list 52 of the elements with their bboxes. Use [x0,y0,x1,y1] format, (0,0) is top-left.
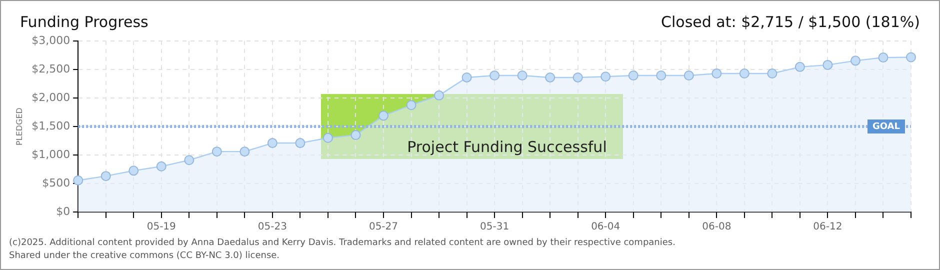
x-tick-label: 06-04 [591,222,620,233]
point [767,68,778,78]
point [128,166,139,176]
y-tick-label: $500 [42,176,70,190]
point [656,70,666,80]
y-tick-label: $3,000 [32,34,70,47]
point [850,56,860,66]
point [628,70,638,80]
point [684,70,694,80]
text: (c)2025. Additional content provided by Anna Daedalus and Kerry Davis. Trademarks and related content are owned by their respective companies. [9,237,676,250]
ref-line-label: GOAL [872,122,900,132]
x-tick-label: 06-12 [813,222,842,233]
x-tick-label: 06-08 [702,222,732,233]
point [739,68,750,78]
point [794,62,805,72]
y-tick-label: $2,500 [32,62,70,76]
y-tick-label: $2,000 [32,90,70,104]
x-tick-label: 05-27 [368,222,398,233]
y-tick-label: $0 [56,204,70,218]
text: Shared under the creative commons (CC BY-NC 3.0) license. [9,250,281,263]
chart-title: Funding Progress [20,13,148,31]
point [462,72,472,82]
point [906,52,916,62]
point [712,68,722,78]
x-tick-label: 05-23 [258,222,287,233]
point [322,132,333,143]
point [240,146,250,157]
point [490,70,500,80]
point [378,110,388,121]
point [212,146,222,157]
point [545,72,556,82]
point [517,70,528,80]
point [572,72,583,82]
x-tick-label: 05-31 [480,222,510,233]
point [434,90,444,100]
annotation: Project Funding Successful [406,137,608,157]
point [100,171,111,182]
y-tick-label: $1,000 [32,148,70,161]
point [295,138,306,148]
point [184,155,194,166]
point [600,72,611,82]
point [267,138,278,148]
point [350,130,361,140]
point [73,175,84,186]
point [822,60,833,70]
y-tick-label: $1,500 [32,119,70,132]
chart-subtitle: Closed at: $2,715 / $1,500 (181%) [661,13,920,31]
point [406,100,416,110]
y-axis-title: PLEDGED [14,108,24,146]
x-tick-label: 05-19 [146,222,176,233]
point [878,52,888,63]
point [156,161,166,172]
